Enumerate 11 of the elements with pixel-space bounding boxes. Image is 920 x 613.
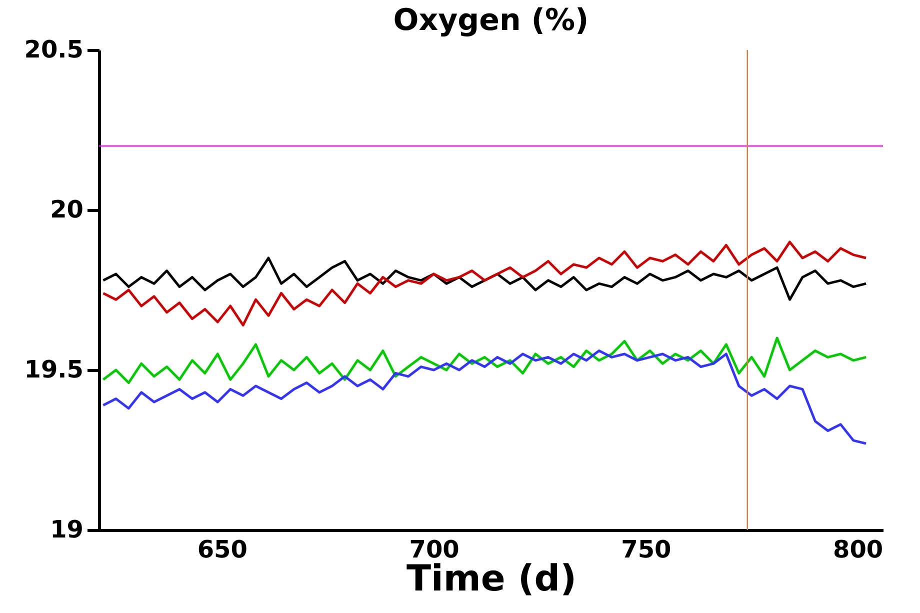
y-tick-label: 20	[50, 196, 84, 224]
line-series	[102, 350, 868, 445]
line-series	[102, 336, 868, 384]
y-tick-label: 19	[50, 516, 84, 544]
x-tick-label: 650	[197, 536, 248, 564]
x-tick-label: 800	[833, 536, 884, 564]
y-tick-label: 19.5	[24, 356, 84, 384]
line-series	[102, 240, 868, 326]
x-tick-label: 750	[621, 536, 672, 564]
chart-title: Oxygen (%)	[393, 3, 589, 38]
y-tick-label: 20.5	[24, 36, 84, 64]
